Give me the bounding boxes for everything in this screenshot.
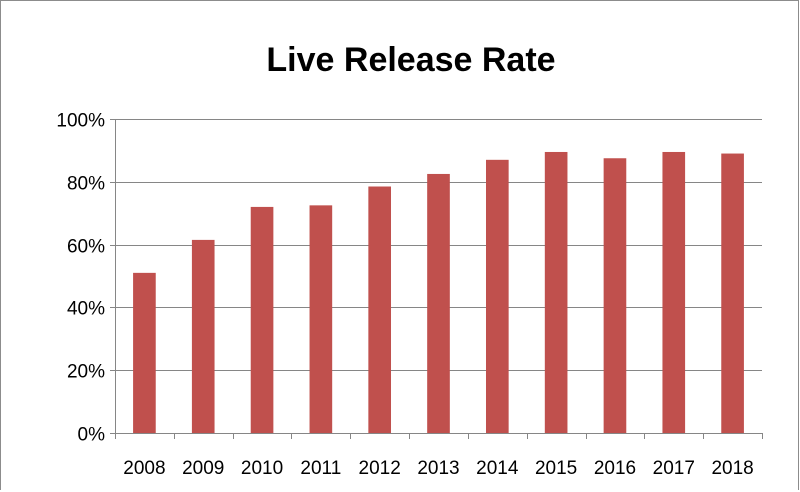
x-tick-label: 2015 bbox=[535, 458, 577, 479]
x-tick-label: 2010 bbox=[241, 458, 283, 479]
bar-2009 bbox=[191, 239, 215, 433]
x-tick-label: 2008 bbox=[123, 458, 165, 479]
bar-2013 bbox=[427, 173, 450, 433]
x-tick-label: 2013 bbox=[417, 458, 459, 479]
y-tick-label: 0% bbox=[78, 425, 106, 446]
bars bbox=[133, 151, 744, 434]
y-tick-label: 100% bbox=[56, 111, 105, 132]
y-tick-label: 80% bbox=[67, 174, 105, 195]
x-tick-label: 2018 bbox=[711, 458, 753, 479]
y-tick-label: 20% bbox=[67, 362, 105, 383]
x-tick-label: 2017 bbox=[653, 458, 695, 479]
x-axis bbox=[115, 119, 763, 439]
x-tick-label: 2016 bbox=[594, 458, 636, 479]
bar-2016 bbox=[603, 158, 627, 433]
x-tick-label: 2012 bbox=[359, 458, 401, 479]
x-tick-label: 2011 bbox=[300, 458, 341, 479]
bar-2015 bbox=[544, 151, 568, 433]
y-axis-tick-labels: 0% 20% 40% 60% 80% 100% bbox=[56, 111, 105, 446]
chart-title: Live Release Rate bbox=[266, 41, 555, 79]
bar-2008 bbox=[133, 272, 156, 433]
bar-2014 bbox=[485, 159, 509, 433]
x-tick-label: 2014 bbox=[476, 458, 519, 479]
bar-2017 bbox=[662, 151, 686, 433]
x-axis-tick-labels: 2008 2009 2010 2011 2012 2013 2014 2015 2016 2017… bbox=[123, 458, 753, 479]
bar-2011 bbox=[309, 205, 333, 433]
y-tick-label: 40% bbox=[67, 299, 105, 320]
y-tick-label: 60% bbox=[67, 237, 105, 258]
x-tick-label: 2009 bbox=[182, 458, 224, 479]
bar-2018 bbox=[721, 153, 744, 434]
bar-2012 bbox=[368, 186, 392, 433]
bar-2010 bbox=[250, 206, 274, 433]
